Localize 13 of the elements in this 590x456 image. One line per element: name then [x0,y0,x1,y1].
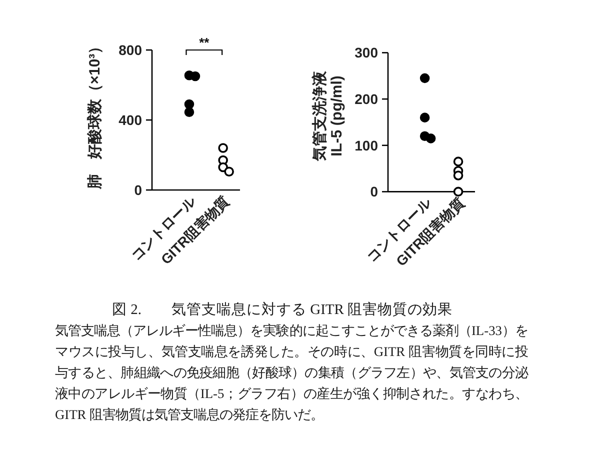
y-tick-label: 200 [354,91,378,108]
y-tick-label: 0 [134,182,142,198]
annotation: ** [199,35,210,50]
text: 図 2. 気管支喘息に対する GITR 阻害物質の効果 [111,300,454,320]
text: 気管支喘息（アレルギー性喘息）を実験的に起こすことができる薬剤（IL-33）をマウスに投与し、気管支喘息を誘発した。その時に、GITR 阻害物質を同時に投与すると、肺組織への免疫細胞（好酸球）の集積（グラフ左）や、気管支の分泌液中のアレルギー物質（IL-5；グラフ右）の産生が強く抑制された。すなわち、GITR 阻害物質は気管支喘息の発症を防いだ。 [55,322,528,424]
annotation: ** [186,35,223,55]
y-tick-label: 100 [354,137,378,154]
y-tick-label: 800 [118,42,142,58]
y-axis-title: 気管支洗浄液 IL-5 (pg/ml) [310,70,346,162]
y-axis-title: 肺 好酸球数（×10³） [86,38,104,190]
y-tick-label: 0 [370,184,378,200]
y-tick-label: 400 [118,112,142,128]
y-tick-label: 300 [354,44,378,61]
